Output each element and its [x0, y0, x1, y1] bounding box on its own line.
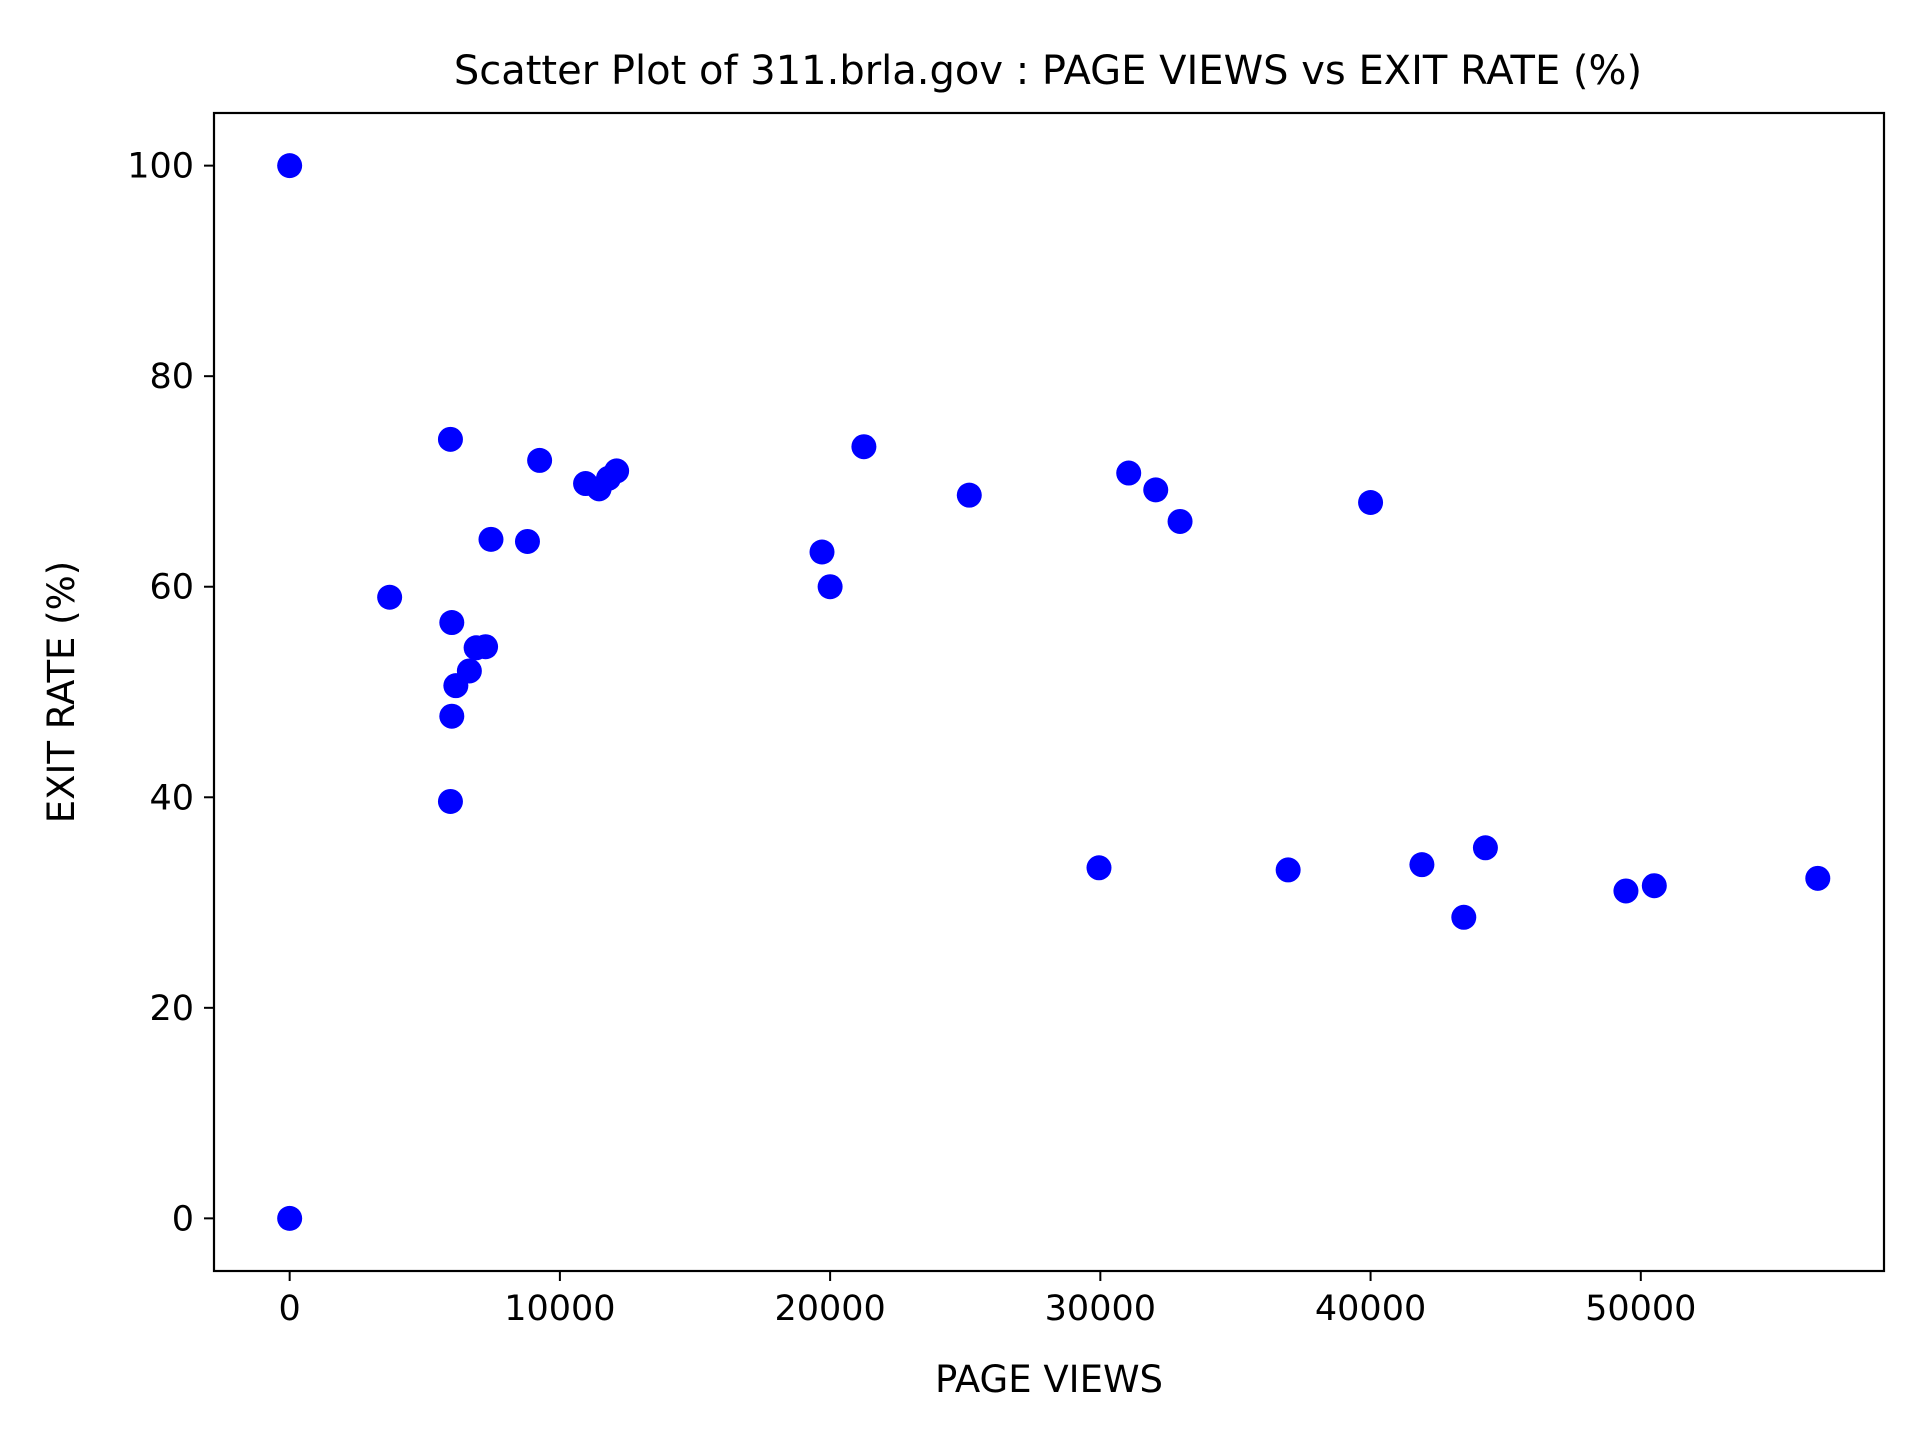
- data-point-17: [604, 458, 630, 484]
- data-point-3: [437, 426, 463, 452]
- data-point-1: [277, 1205, 303, 1231]
- x-axis-label: PAGE VIEWS: [935, 1358, 1163, 1401]
- x-tick-label: 50000: [1585, 1289, 1696, 1329]
- data-point-6: [437, 788, 463, 814]
- chart-title: Scatter Plot of 311.brla.gov : PAGE VIEW…: [454, 48, 1642, 94]
- data-point-0: [277, 153, 303, 179]
- y-axis-ticks: 0 20 40 60 80 100: [127, 147, 214, 1239]
- x-tick-label: 0: [279, 1289, 301, 1329]
- y-axis-label: EXIT RATE (%): [40, 561, 83, 823]
- x-tick-label: 10000: [504, 1289, 615, 1329]
- x-tick-label: 40000: [1315, 1289, 1426, 1329]
- data-point-30: [1472, 835, 1498, 861]
- plot-area-frame: [212, 111, 1886, 1273]
- y-tick-label: 0: [172, 1199, 194, 1239]
- data-point-4: [439, 610, 465, 636]
- data-point-29: [1451, 904, 1477, 930]
- data-point-21: [956, 482, 982, 508]
- data-point-31: [1613, 878, 1639, 904]
- data-point-32: [1641, 873, 1667, 899]
- y-tick-label: 100: [127, 147, 194, 187]
- x-tick-label: 30000: [1045, 1289, 1156, 1329]
- y-tick-label: 60: [149, 568, 194, 608]
- data-point-5: [439, 703, 465, 729]
- data-point-25: [1167, 508, 1193, 534]
- x-axis-ticks: 0 10000 20000 30000 40000 50000: [279, 1271, 1696, 1329]
- x-tick-label: 20000: [774, 1289, 885, 1329]
- y-tick-label: 80: [149, 357, 194, 397]
- data-point-12: [514, 528, 540, 554]
- data-point-23: [1116, 460, 1142, 486]
- y-tick-label: 20: [149, 989, 194, 1029]
- data-point-28: [1409, 852, 1435, 878]
- data-point-27: [1358, 490, 1384, 516]
- data-point-26: [1275, 857, 1301, 883]
- data-point-11: [478, 526, 504, 552]
- data-point-18: [809, 539, 835, 565]
- y-tick-label: 40: [149, 778, 194, 818]
- data-point-19: [817, 574, 843, 600]
- data-point-13: [527, 447, 553, 473]
- data-point-33: [1805, 865, 1831, 891]
- data-point-2: [377, 584, 403, 610]
- data-point-24: [1143, 477, 1169, 503]
- data-point-20: [851, 434, 877, 460]
- points-layer: [277, 153, 1831, 1231]
- data-point-22: [1086, 855, 1112, 881]
- data-point-10: [473, 634, 499, 660]
- data-point-8: [456, 658, 482, 684]
